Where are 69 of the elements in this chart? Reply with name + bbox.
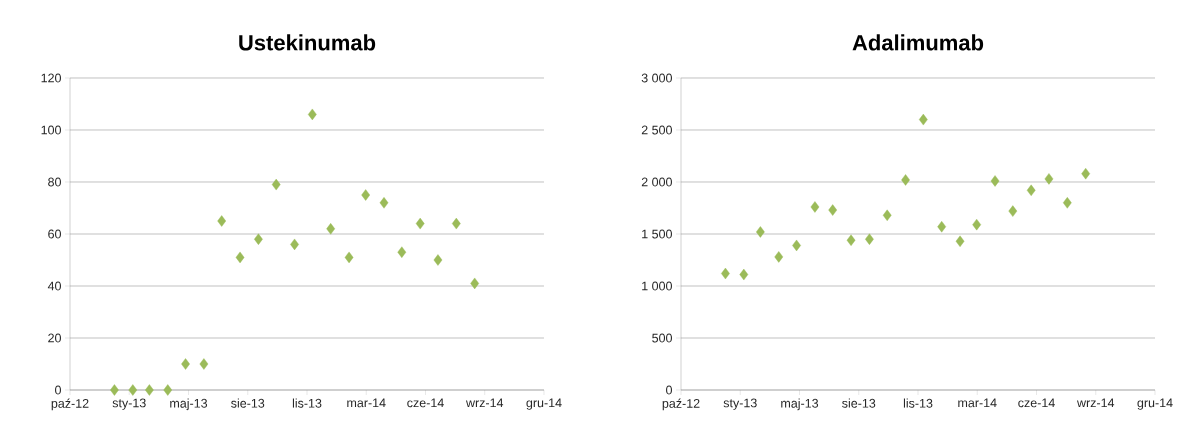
x-tick-label: sie-13 (842, 398, 876, 408)
x-tick-label: cze-14 (407, 398, 444, 408)
y-tick-label: 100 (41, 125, 61, 135)
point (163, 384, 173, 396)
y-tick-label: 120 (41, 73, 61, 83)
y-tick-label: 0 (55, 385, 61, 395)
point (181, 358, 190, 370)
point (235, 251, 245, 264)
point (361, 189, 370, 201)
point (254, 233, 263, 245)
y-tick-label: 3 000 (641, 73, 672, 83)
point (451, 217, 461, 230)
point (326, 223, 336, 235)
y-tick-label: 2 500 (641, 125, 672, 135)
point (955, 235, 965, 247)
y-tick-label: 0 (666, 385, 673, 395)
point (145, 384, 154, 396)
point (110, 384, 119, 396)
point (810, 201, 820, 213)
x-tick-label: sie-13 (231, 398, 265, 408)
x-tick-label: gru-14 (1137, 398, 1173, 410)
y-tick-label: 20 (48, 333, 61, 343)
x-tick-label: paź-12 (662, 398, 700, 411)
point (865, 233, 874, 245)
x-tick-label: cze-14 (1018, 398, 1055, 408)
point (379, 197, 389, 209)
y-tick-label: 1 000 (642, 281, 672, 291)
point (1008, 205, 1018, 217)
y-tick-label: 2 000 (641, 177, 672, 187)
point (217, 215, 226, 227)
point (433, 254, 443, 266)
point (774, 251, 784, 263)
point (756, 226, 765, 238)
point (199, 358, 209, 370)
x-tick-label: lis-13 (903, 398, 933, 408)
point (739, 268, 749, 281)
point (1081, 167, 1091, 180)
x-tick-label: maj-13 (781, 398, 819, 411)
x-tick-label: wrz-14 (465, 398, 504, 408)
point (415, 217, 425, 230)
y-tick-label: 40 (47, 281, 61, 291)
y-tick-label: 60 (48, 229, 61, 239)
x-tick-label: mar-14 (347, 398, 386, 408)
x-tick-label: lis-13 (292, 398, 322, 408)
point (937, 221, 947, 233)
chart-title: Ustekinumab (239, 34, 376, 51)
point (128, 384, 138, 396)
x-tick-label: wrz-14 (1076, 398, 1115, 408)
point (1062, 197, 1072, 209)
x-tick-label: sty-13 (723, 398, 757, 410)
x-tick-label: maj-13 (170, 398, 208, 411)
y-tick-label: 500 (652, 333, 673, 343)
point (828, 204, 838, 216)
point (882, 209, 892, 221)
point (1026, 184, 1036, 197)
y-tick-label: 1 500 (642, 229, 672, 239)
point (990, 175, 1000, 187)
point (846, 234, 856, 246)
point (271, 178, 281, 191)
chart-title: Adalimumab (852, 34, 984, 51)
x-tick-label: gru-14 (526, 398, 562, 410)
point (397, 246, 407, 258)
x-tick-label: sty-13 (112, 398, 146, 410)
x-tick-label: mar-14 (958, 398, 997, 408)
x-tick-label: paź-12 (51, 398, 89, 411)
point (1044, 173, 1054, 185)
y-tick-label: 80 (48, 177, 61, 187)
point (901, 174, 910, 186)
point (344, 251, 354, 264)
